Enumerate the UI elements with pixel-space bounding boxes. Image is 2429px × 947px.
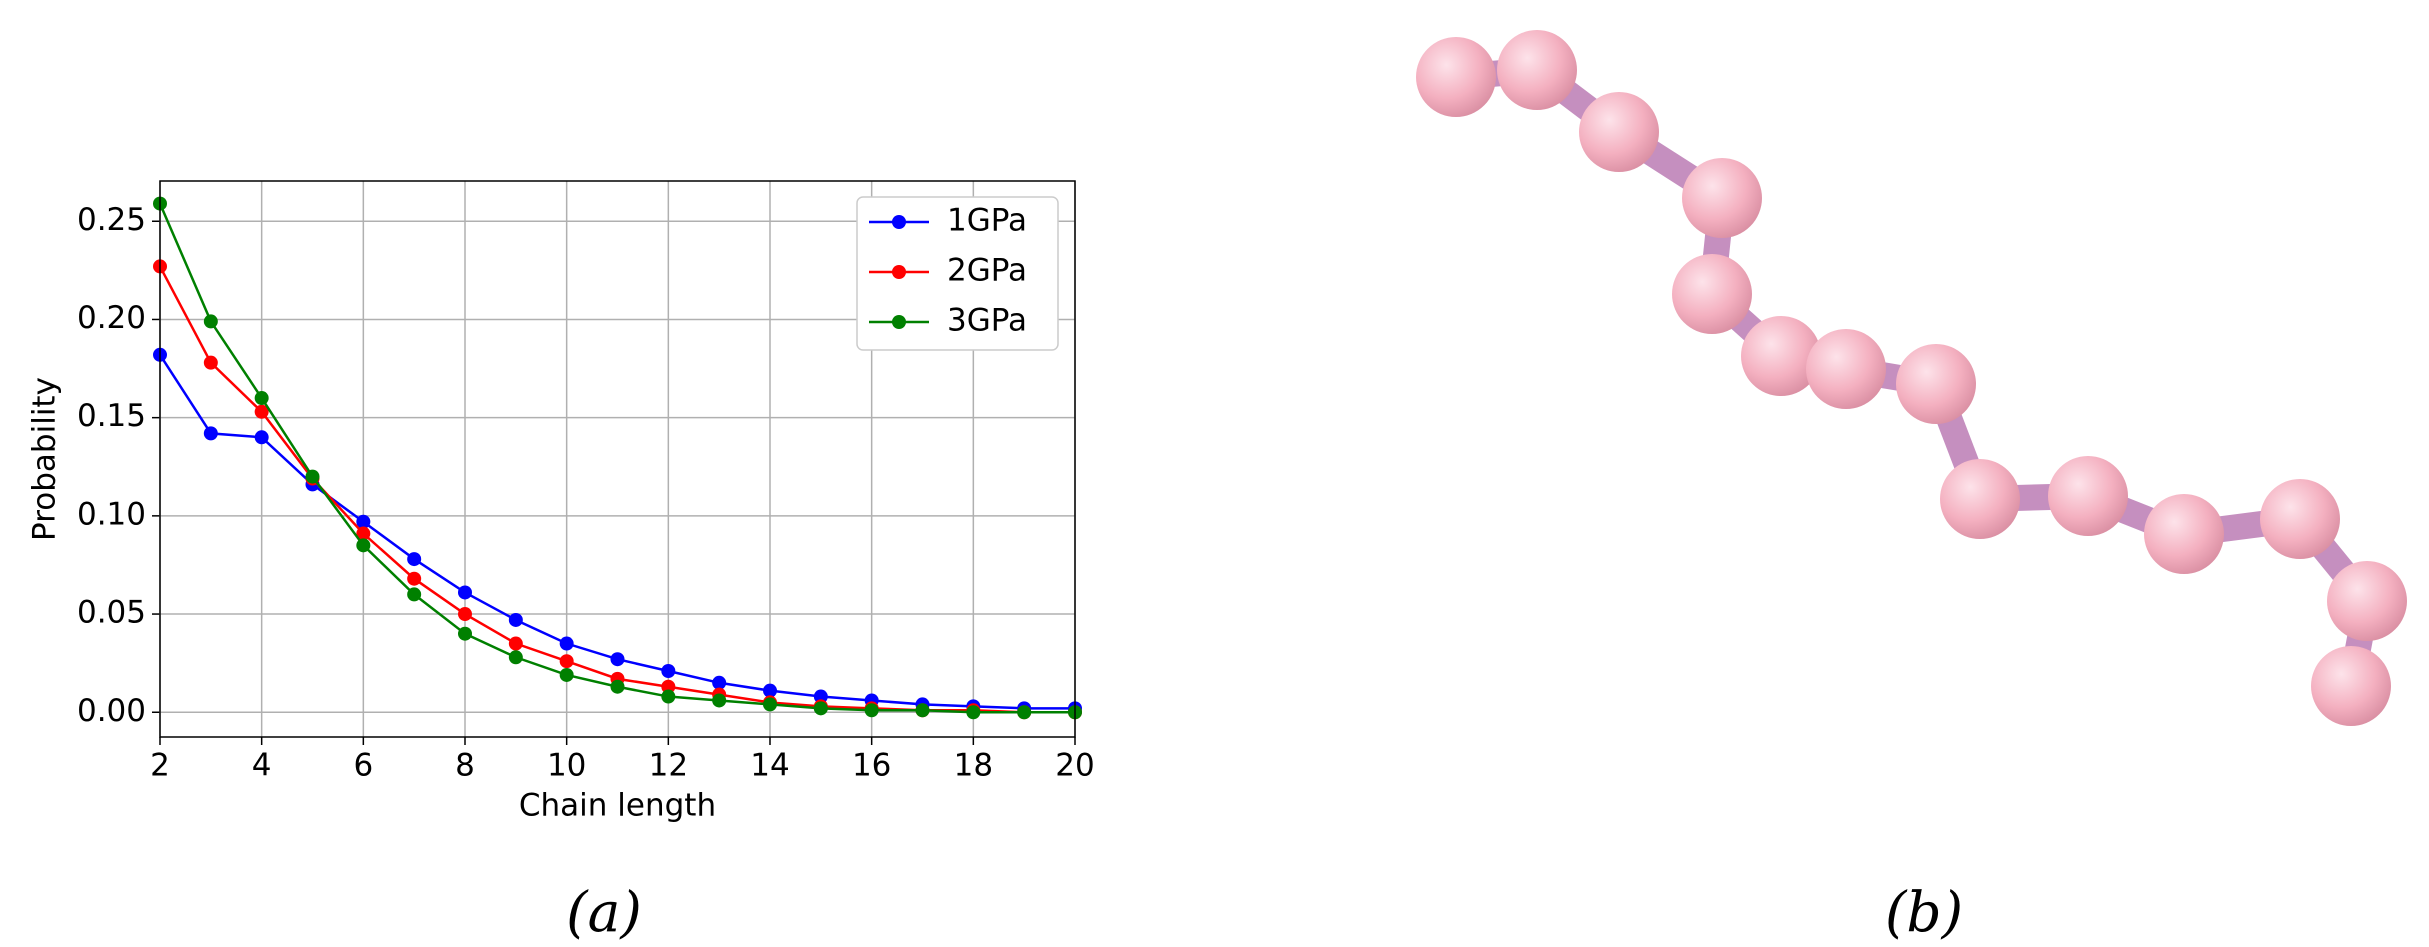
data-point [204, 314, 218, 328]
legend-label: 2GPa [947, 253, 1027, 289]
atom [1806, 329, 1886, 409]
x-axis-label: Chain length [519, 788, 716, 824]
data-point [204, 426, 218, 440]
data-point [916, 703, 930, 717]
y-tick-label: 0.05 [77, 595, 146, 631]
data-point [966, 705, 980, 719]
data-point [407, 552, 421, 566]
data-point [356, 538, 370, 552]
data-point [509, 637, 523, 651]
x-tick-label: 14 [750, 748, 789, 784]
atom [2048, 456, 2128, 536]
legend-label: 1GPa [947, 203, 1027, 239]
x-tick-label: 12 [649, 748, 688, 784]
data-point [458, 627, 472, 641]
data-point [560, 654, 574, 668]
y-tick-label: 0.10 [77, 496, 146, 532]
atom [1682, 158, 1762, 238]
data-point [204, 356, 218, 370]
legend-label: 3GPa [947, 303, 1027, 339]
data-point [611, 680, 625, 694]
x-tick-label: 10 [547, 748, 586, 784]
atom [2144, 494, 2224, 574]
x-tick-label: 16 [852, 748, 891, 784]
data-point [407, 587, 421, 601]
data-point [509, 613, 523, 627]
atom [1579, 92, 1659, 172]
legend-marker [892, 215, 906, 229]
data-point [306, 470, 320, 484]
y-tick-label: 0.00 [77, 693, 146, 729]
x-tick-label: 20 [1055, 748, 1094, 784]
x-tick-label: 2 [150, 748, 170, 784]
legend-marker [892, 265, 906, 279]
data-point [255, 430, 269, 444]
y-axis-label: Probability [27, 377, 63, 541]
data-point [560, 637, 574, 651]
x-tick-label: 6 [353, 748, 373, 784]
data-point [458, 607, 472, 621]
atom [2327, 561, 2407, 641]
data-point [1017, 705, 1031, 719]
molecule [1416, 30, 2407, 726]
x-tick-label: 4 [252, 748, 272, 784]
data-point [865, 703, 879, 717]
data-point [255, 391, 269, 405]
y-tick-label: 0.15 [77, 398, 146, 434]
data-point [611, 652, 625, 666]
data-point [407, 572, 421, 586]
x-tick-label: 18 [954, 748, 993, 784]
data-point [712, 693, 726, 707]
atom [1672, 254, 1752, 334]
data-point [458, 585, 472, 599]
atom [1896, 344, 1976, 424]
data-point [661, 664, 675, 678]
legend-marker [892, 315, 906, 329]
atom [2311, 646, 2391, 726]
atom [2260, 479, 2340, 559]
x-tick-label: 8 [455, 748, 475, 784]
data-point [661, 690, 675, 704]
data-point [763, 697, 777, 711]
y-tick-label: 0.20 [77, 300, 146, 336]
caption: (b) [1885, 880, 1963, 944]
atom [1497, 30, 1577, 110]
caption: (a) [566, 880, 642, 944]
data-point [814, 701, 828, 715]
atom [1940, 459, 2020, 539]
data-point [509, 650, 523, 664]
data-point [560, 668, 574, 682]
figure: (a) (b) 0.00 0.05 0.10 0.15 0.20 0.25 2 4 6 8 10 12… [0, 0, 2429, 947]
y-tick-label: 0.25 [77, 202, 146, 238]
atom [1416, 37, 1496, 117]
